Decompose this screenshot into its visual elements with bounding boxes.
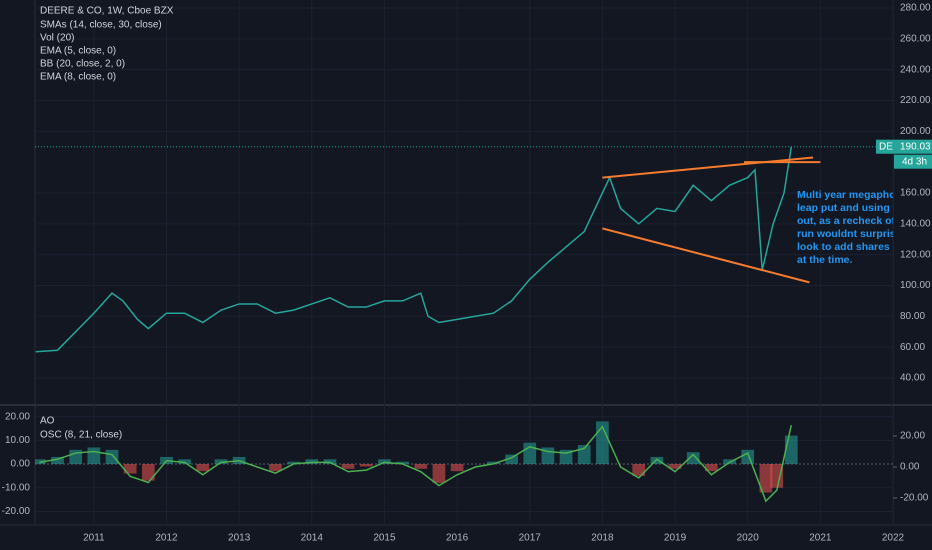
trendline — [602, 227, 810, 284]
y-tick-label: 120.00 — [900, 249, 931, 260]
osc-right-tick-label: -20.00 — [900, 493, 929, 504]
ao-bar — [632, 464, 646, 476]
ao-bar — [523, 442, 537, 465]
annotation-line: run wouldnt surprise m — [797, 228, 914, 240]
ao-bar — [341, 464, 355, 469]
ao-bar — [705, 464, 718, 472]
osc-title: OSC (8, 21, close) — [40, 430, 122, 441]
x-tick-label: 2014 — [301, 533, 324, 544]
x-tick-label: 2016 — [446, 533, 469, 544]
annotation-line: leap put and using the — [797, 202, 909, 214]
x-tick-label: 2017 — [519, 533, 542, 544]
indicator-legend: EMA (8, close, 0) — [40, 72, 116, 83]
ao-bar — [770, 464, 784, 488]
ao-bar — [650, 456, 664, 465]
x-tick-label: 2011 — [83, 533, 105, 544]
countdown-label: 4d 3h — [902, 156, 927, 167]
x-tick-label: 2022 — [882, 533, 905, 544]
osc-left-tick-label: 20.00 — [5, 411, 30, 422]
osc-line — [39, 424, 793, 503]
indicator-legend: SMAs (14, close, 30, close) — [40, 20, 162, 31]
y-tick-label: 240.00 — [900, 64, 931, 75]
y-tick-label: 160.00 — [900, 188, 931, 199]
ao-bar — [668, 464, 682, 469]
ao-bar — [396, 461, 409, 465]
ao-bar — [450, 464, 464, 472]
y-tick-label: 100.00 — [900, 280, 931, 291]
y-tick-label: 60.00 — [900, 342, 925, 353]
ao-bar — [359, 464, 373, 467]
ao-bar — [784, 435, 798, 465]
ao-bar — [51, 456, 64, 465]
annotation-line: look to add shares but — [797, 241, 910, 253]
osc-left-tick-label: 10.00 — [5, 435, 30, 446]
y-tick-label: 40.00 — [900, 373, 925, 384]
x-tick-label: 2019 — [664, 533, 687, 544]
ao-bar — [432, 464, 446, 484]
ao-bar — [269, 464, 282, 472]
y-tick-label: 80.00 — [900, 311, 925, 322]
y-tick-label: 280.00 — [900, 3, 931, 14]
osc-left-tick-label: -10.00 — [2, 482, 31, 493]
ao-bar — [741, 449, 755, 465]
ao-bar — [759, 464, 773, 493]
ao-bar — [287, 461, 300, 465]
ao-bar — [196, 464, 210, 472]
x-tick-label: 2020 — [737, 533, 760, 544]
ao-bar — [141, 464, 155, 481]
ao-bar — [105, 449, 119, 465]
indicator-legend: Vol (20) — [40, 33, 74, 44]
osc-left-tick-label: 0.00 — [11, 459, 31, 470]
x-tick-label: 2015 — [373, 533, 396, 544]
annotation-line: out, as a recheck of th — [797, 215, 908, 227]
ao-bar — [414, 464, 428, 469]
annotation-line: at the time. — [797, 254, 853, 266]
x-tick-label: 2018 — [591, 533, 614, 544]
ao-bar — [87, 447, 101, 465]
ao-bar — [505, 454, 518, 465]
indicator-legend: EMA (5, close, 0) — [40, 46, 116, 57]
last-price-label: 190.03 — [900, 141, 931, 152]
symbol-label: DE — [879, 141, 893, 152]
y-tick-label: 260.00 — [900, 33, 931, 44]
indicator-legend: BB (20, close, 2, 0) — [40, 59, 125, 70]
osc-left-tick-label: -20.00 — [2, 506, 31, 517]
x-tick-label: 2021 — [809, 533, 832, 544]
trendline — [602, 156, 814, 179]
y-tick-label: 200.00 — [900, 126, 931, 137]
price-line — [35, 146, 793, 353]
price-badge — [894, 139, 932, 154]
ao-bar — [686, 452, 700, 465]
symbol-title: DEERE & CO, 1W, Cboe BZX — [40, 6, 174, 17]
y-tick-label: 220.00 — [900, 95, 931, 106]
ao-title: AO — [40, 416, 55, 427]
ao-bar — [487, 461, 500, 465]
osc-right-tick-label: 20.00 — [900, 431, 925, 442]
ao-bar — [123, 464, 137, 474]
symbol-badge — [876, 139, 894, 154]
x-tick-label: 2012 — [155, 533, 178, 544]
countdown-badge — [894, 154, 932, 169]
x-tick-label: 2013 — [228, 533, 251, 544]
y-tick-label: 140.00 — [900, 218, 931, 229]
osc-right-tick-label: 0.00 — [900, 462, 920, 473]
annotation-line: Multi year megaphone — [797, 189, 908, 201]
